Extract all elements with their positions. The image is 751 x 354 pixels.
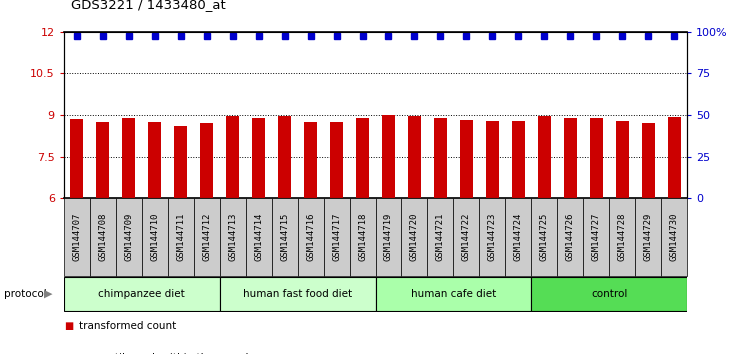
Bar [349, 198, 376, 276]
Bar [609, 198, 635, 276]
Text: GDS3221 / 1433480_at: GDS3221 / 1433480_at [71, 0, 226, 11]
Text: GSM144722: GSM144722 [462, 213, 471, 261]
Text: GSM144713: GSM144713 [228, 213, 237, 261]
Text: GSM144711: GSM144711 [176, 213, 185, 261]
Bar [376, 198, 402, 276]
Text: human fast food diet: human fast food diet [243, 289, 352, 299]
Text: GSM144710: GSM144710 [150, 213, 159, 261]
Text: GSM144725: GSM144725 [540, 213, 549, 261]
Bar [116, 198, 142, 276]
Bar [635, 198, 661, 276]
Text: GSM144718: GSM144718 [358, 213, 367, 261]
Bar [272, 198, 297, 276]
Bar [252, 118, 265, 198]
Bar [427, 198, 454, 276]
Bar [661, 198, 687, 276]
Bar [402, 198, 427, 276]
Bar [532, 277, 687, 311]
Bar [194, 198, 220, 276]
Text: control: control [591, 289, 627, 299]
Text: human cafe diet: human cafe diet [411, 289, 496, 299]
Text: GSM144714: GSM144714 [254, 213, 263, 261]
Text: ■: ■ [64, 321, 73, 331]
Bar [641, 123, 655, 198]
Bar [324, 198, 349, 276]
Text: GSM144727: GSM144727 [592, 213, 601, 261]
Text: GSM144730: GSM144730 [670, 213, 679, 261]
Bar [564, 118, 577, 198]
Text: transformed count: transformed count [79, 321, 176, 331]
Bar [376, 277, 532, 311]
Text: ■: ■ [64, 353, 73, 354]
Bar [460, 120, 473, 198]
Bar [616, 121, 629, 198]
Bar [557, 198, 584, 276]
Bar [590, 118, 603, 198]
Bar [226, 116, 239, 198]
Bar [434, 118, 447, 198]
Text: GSM144720: GSM144720 [410, 213, 419, 261]
Text: GSM144717: GSM144717 [332, 213, 341, 261]
Bar [486, 121, 499, 198]
Bar [142, 198, 167, 276]
Bar [71, 119, 83, 198]
Text: GSM144715: GSM144715 [280, 213, 289, 261]
Text: protocol: protocol [4, 289, 47, 299]
Text: percentile rank within the sample: percentile rank within the sample [79, 353, 255, 354]
Text: GSM144712: GSM144712 [202, 213, 211, 261]
Bar [148, 122, 161, 198]
Text: GSM144726: GSM144726 [566, 213, 575, 261]
Bar [538, 116, 550, 198]
Text: GSM144719: GSM144719 [384, 213, 393, 261]
Bar [479, 198, 505, 276]
Bar [584, 198, 609, 276]
Bar [297, 198, 324, 276]
Bar [246, 198, 272, 276]
Bar [96, 122, 110, 198]
Bar [532, 198, 557, 276]
Bar [220, 198, 246, 276]
Bar [505, 198, 532, 276]
Text: GSM144721: GSM144721 [436, 213, 445, 261]
Text: GSM144724: GSM144724 [514, 213, 523, 261]
Bar [304, 122, 317, 198]
Bar [382, 115, 395, 198]
Bar [220, 277, 376, 311]
Bar [330, 122, 343, 198]
Bar [64, 198, 90, 276]
Text: chimpanzee diet: chimpanzee diet [98, 289, 185, 299]
Bar [408, 116, 421, 198]
Text: ▶: ▶ [44, 289, 52, 299]
Bar [278, 116, 291, 198]
Text: GSM144716: GSM144716 [306, 213, 315, 261]
Bar [201, 124, 213, 198]
Text: GSM144729: GSM144729 [644, 213, 653, 261]
Bar [668, 117, 680, 198]
Bar [512, 121, 525, 198]
Text: GSM144708: GSM144708 [98, 213, 107, 261]
Bar [90, 198, 116, 276]
Bar [356, 118, 369, 198]
Bar [454, 198, 479, 276]
Bar [174, 126, 187, 198]
Bar [122, 118, 135, 198]
Text: GSM144723: GSM144723 [488, 213, 497, 261]
Text: GSM144709: GSM144709 [124, 213, 133, 261]
Bar [167, 198, 194, 276]
Text: GSM144707: GSM144707 [72, 213, 81, 261]
Bar [64, 277, 220, 311]
Text: GSM144728: GSM144728 [618, 213, 627, 261]
